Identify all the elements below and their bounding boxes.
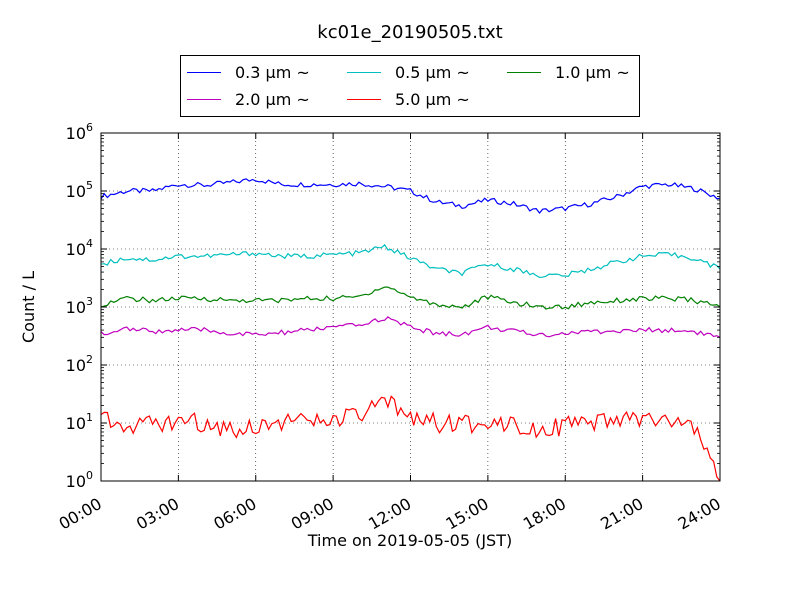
x-tick-label: 00:00 [56, 494, 105, 534]
legend-swatch [507, 71, 541, 73]
legend-label: 2.0 μm ~ [235, 89, 310, 109]
series-line-2 [100, 286, 721, 310]
legend-entry: 5.0 μm ~ [347, 89, 470, 109]
x-tick-label: 03:00 [133, 494, 182, 534]
legend-swatch [187, 71, 221, 73]
legend-entry: 1.0 μm ~ [507, 62, 630, 82]
legend-label: 5.0 μm ~ [395, 89, 470, 109]
legend-entry: 0.3 μm ~ [187, 62, 310, 82]
y-tick-label: 102 [66, 353, 93, 375]
x-tick-label: 06:00 [210, 494, 259, 534]
legend-entry: 0.5 μm ~ [347, 62, 470, 82]
y-axis: 100 101 102 103 104 105 106 [66, 121, 720, 491]
legend-swatch [187, 98, 221, 100]
x-tick-label: 15:00 [442, 494, 491, 534]
legend-entry: 2.0 μm ~ [187, 89, 310, 109]
x-axis-label: Time on 2019-05-05 (JST) [307, 531, 512, 550]
y-tick-label: 106 [66, 121, 93, 143]
y-tick-label: 105 [66, 179, 93, 201]
y-tick-label: 100 [66, 469, 93, 491]
x-tick-label: 21:00 [597, 494, 646, 534]
plot-series [100, 178, 721, 482]
legend-label: 1.0 μm ~ [555, 62, 630, 82]
series-line-3 [100, 316, 721, 338]
legend-label: 0.5 μm ~ [395, 62, 470, 82]
legend-label: 0.3 μm ~ [235, 62, 310, 82]
legend-swatch [347, 98, 381, 100]
series-line-0 [100, 178, 721, 214]
y-tick-label: 104 [66, 237, 93, 259]
x-tick-label: 09:00 [288, 494, 337, 534]
x-tick-label: 24:00 [675, 494, 724, 534]
series-line-1 [100, 243, 721, 279]
x-tick-label: 18:00 [520, 494, 569, 534]
y-axis-label: Count / L [19, 271, 38, 343]
chart-title: kc01e_20190505.txt [317, 22, 502, 43]
series-line-4 [100, 395, 721, 482]
y-tick-label: 101 [66, 411, 93, 433]
legend-swatch [347, 71, 381, 73]
legend: 0.3 μm ~ 0.5 μm ~ 1.0 μm ~ 2.0 μm ~ 5.0 μm ~ [180, 55, 640, 117]
x-tick-label: 12:00 [365, 494, 414, 534]
y-tick-label: 103 [66, 295, 93, 317]
